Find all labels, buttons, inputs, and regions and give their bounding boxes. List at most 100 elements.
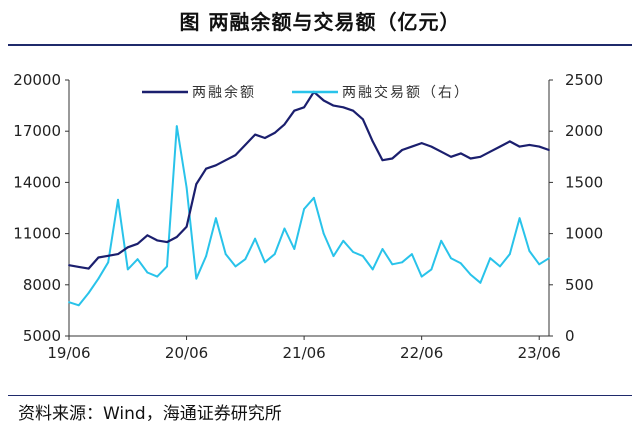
x-tick-label: 22/06 [400,344,443,362]
left-tick-label: 17000 [13,122,61,140]
right-tick-label: 0 [565,327,575,345]
balance-point [185,225,188,228]
balance-point [87,267,90,270]
balance-point [97,256,100,259]
turnover-point [391,263,394,266]
turnover-point [459,262,462,265]
footer-rule [8,395,632,396]
balance-point [450,155,452,158]
turnover-point [332,255,335,257]
left-tick-label: 14000 [13,173,61,191]
turnover-point [156,275,159,278]
chart-title: 图 两融余额与交易额（亿元） [179,10,461,34]
balance-point [224,159,227,162]
turnover-point [77,304,80,307]
turnover-point [518,217,521,220]
turnover-point [450,257,452,260]
turnover-point [244,258,247,261]
balance-point [244,144,247,146]
balance-point [469,157,472,160]
balance-point [538,145,541,148]
left-tick-label: 5000 [23,327,61,345]
balance-point [479,155,482,158]
balance-point [195,183,198,186]
turnover-point [146,271,149,274]
balance-point [518,145,521,148]
axes: 2000017000140001100080005000250020001500… [13,71,603,362]
balance-point [352,109,354,112]
turnover-point [254,237,256,240]
turnover-point [224,253,227,256]
series-line-turnover [68,125,550,307]
turnover-point [283,227,286,230]
balance-point [126,246,129,249]
turnover-point [87,292,90,294]
balance-point [391,157,394,160]
turnover-point [166,265,168,268]
x-tick-label: 23/06 [518,344,561,362]
turnover-point [528,250,531,252]
turnover-point [371,268,374,271]
balance-point [342,106,345,109]
legend: 两融余额 两融交易额（右） [142,84,470,101]
balance-point [489,150,492,153]
balance-point [430,145,433,148]
balance-point [362,118,364,121]
turnover-point [126,268,129,271]
balance-point [107,254,110,257]
balance-point [499,145,501,148]
turnover-point [313,196,315,199]
left-tick-label: 11000 [13,225,61,243]
balance-point [77,266,80,268]
balance-point [117,253,119,256]
title-rule [8,44,632,46]
turnover-point [430,268,433,271]
balance-point [401,149,403,151]
balance-point [273,132,276,134]
turnover-point [136,258,139,261]
turnover-point [381,248,384,250]
balance-point [254,133,256,136]
legend-label-turnover: 两融交易额（右） [342,84,470,101]
balance-point [234,154,237,156]
balance-point [332,104,335,107]
turnover-point [508,253,511,256]
turnover-point [264,261,266,264]
balance-point [459,152,462,155]
balance-point [528,144,531,146]
right-tick-label: 2500 [565,71,603,89]
balance-point [156,239,159,242]
balance-point [175,236,178,238]
turnover-point [234,265,237,268]
right-tick-label: 500 [565,276,594,294]
balance-point [508,140,511,143]
balance-point [322,99,325,102]
balance-point [293,109,296,112]
balance-point [264,137,266,139]
turnover-point [538,263,541,266]
series-line-balance [68,90,550,270]
turnover-point [479,281,482,284]
turnover-point [97,277,100,280]
balance-point [283,123,286,126]
left-tick-label: 8000 [23,276,61,294]
turnover-point [107,261,110,264]
turnover-point [117,198,119,201]
right-tick-label: 1500 [565,173,603,191]
turnover-point [440,239,443,242]
right-tick-label: 1000 [565,225,603,243]
turnover-point [489,257,492,260]
turnover-point [195,277,198,280]
legend-label-balance: 两融余额 [192,84,256,101]
left-tick-label: 20000 [13,71,61,89]
x-tick-label: 19/06 [47,344,90,362]
turnover-point [322,232,325,235]
balance-point [205,167,208,170]
turnover-point [352,251,354,253]
balance-point [136,242,139,245]
dual-axis-line-chart: 2000017000140001100080005000250020001500… [13,71,603,362]
turnover-point [68,301,70,304]
turnover-point [293,248,296,250]
balance-point [371,140,374,143]
turnover-point [185,186,188,189]
